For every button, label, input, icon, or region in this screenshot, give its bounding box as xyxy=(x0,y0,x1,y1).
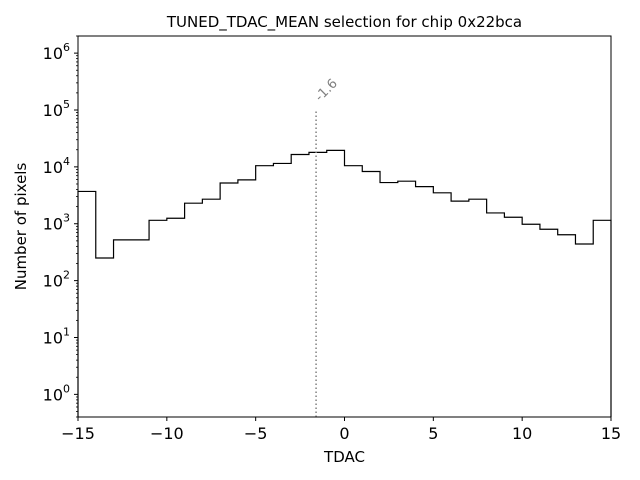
histogram-bin xyxy=(575,244,593,417)
histogram-bin xyxy=(380,183,398,417)
y-tick-label: 103 xyxy=(43,212,70,234)
histogram-bin xyxy=(504,217,522,417)
histogram-bin xyxy=(487,213,505,417)
x-axis: −15 −10 −5 0 5 10 15 xyxy=(61,417,621,443)
histogram-bin xyxy=(540,229,558,417)
histogram-bin xyxy=(309,152,327,417)
chart-title: TUNED_TDAC_MEAN selection for chip 0x22b… xyxy=(166,13,522,32)
histogram-bin xyxy=(416,187,434,417)
histogram-bin xyxy=(398,181,416,417)
y-axis: 100 101 102 103 104 105 106 xyxy=(43,35,78,418)
x-axis-label: TDAC xyxy=(323,448,365,466)
histogram-bin xyxy=(273,163,291,417)
histogram-bin xyxy=(78,191,96,417)
y-tick-label: 102 xyxy=(43,269,70,291)
y-tick-label: 104 xyxy=(43,155,70,177)
y-axis-label: Number of pixels xyxy=(12,163,30,291)
plot-area xyxy=(77,149,612,417)
histogram-bin xyxy=(345,166,363,417)
x-tick-label: 15 xyxy=(601,424,621,443)
histogram-bin xyxy=(469,199,487,417)
histogram-bin xyxy=(96,258,114,417)
x-tick-label: 5 xyxy=(428,424,438,443)
x-tick-label: 10 xyxy=(512,424,532,443)
histogram-outline xyxy=(77,149,612,417)
histogram-bin xyxy=(291,155,309,417)
marker-label: -1.6 xyxy=(312,76,341,105)
y-tick-label: 105 xyxy=(43,98,70,120)
x-tick-label: −15 xyxy=(61,424,95,443)
x-tick-label: −5 xyxy=(244,424,268,443)
y-tick-label: 101 xyxy=(43,325,70,347)
histogram-bin xyxy=(114,240,132,417)
histogram-bin xyxy=(167,218,185,417)
histogram-bin xyxy=(593,220,611,417)
histogram-bin xyxy=(238,180,256,417)
histogram-bin xyxy=(327,150,345,417)
y-tick-label: 106 xyxy=(43,41,70,63)
x-tick-label: 0 xyxy=(339,424,349,443)
x-tick-label: −10 xyxy=(150,424,184,443)
histogram-bin xyxy=(433,193,451,417)
histogram-bin xyxy=(149,220,167,417)
histogram-bin xyxy=(451,201,469,417)
histogram-bin xyxy=(185,203,203,417)
histogram-bin xyxy=(522,224,540,417)
histogram-bin xyxy=(220,183,238,417)
histogram-bin xyxy=(362,171,380,417)
y-tick-label: 100 xyxy=(43,382,70,404)
histogram-bin xyxy=(558,235,576,417)
histogram-bin xyxy=(202,199,220,417)
histogram-bin xyxy=(131,240,149,417)
histogram-bin xyxy=(256,166,274,417)
